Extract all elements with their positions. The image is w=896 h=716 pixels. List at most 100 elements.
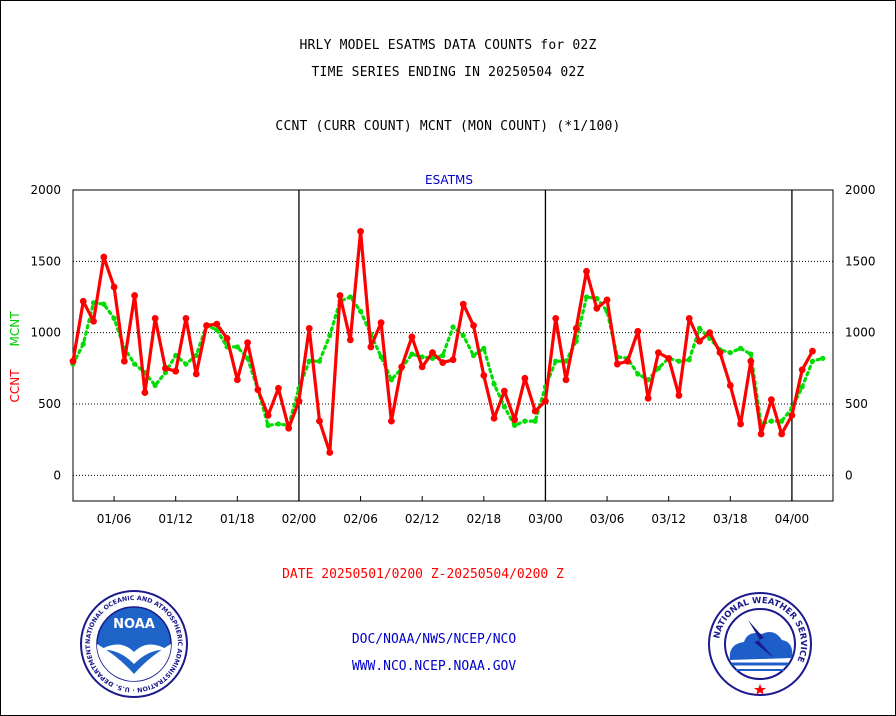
data-point-ccnt	[254, 386, 262, 394]
data-point-ccnt	[470, 322, 477, 329]
data-point-ccnt	[490, 414, 498, 422]
data-point-mcnt	[244, 355, 251, 361]
data-point-ccnt	[377, 319, 385, 327]
data-point-ccnt	[737, 420, 744, 428]
data-point-ccnt	[100, 253, 108, 261]
data-point-mcnt	[676, 358, 682, 364]
data-point-ccnt	[295, 397, 303, 405]
data-point-mcnt	[234, 344, 240, 350]
data-point-mcnt	[779, 418, 785, 424]
data-point-ccnt	[326, 449, 334, 456]
data-point-mcnt	[327, 332, 333, 339]
x-tick-label: 01/18	[220, 512, 255, 526]
y-axis-label-ccnt: CCNT	[8, 369, 22, 403]
data-point-mcnt	[748, 351, 754, 357]
data-point-mcnt	[655, 365, 662, 371]
data-point-ccnt	[593, 305, 601, 312]
data-point-mcnt	[347, 294, 353, 300]
y-tick-label-left: 500	[38, 397, 61, 411]
data-point-ccnt	[788, 412, 796, 419]
noaa-logo-word: NOAA	[113, 617, 155, 632]
data-point-mcnt	[357, 308, 364, 314]
data-point-mcnt	[460, 332, 466, 339]
x-axis-label-date-range: DATE 20250501/0200 Z-20250504/0200 Z	[282, 567, 564, 582]
x-tick-label: 04/00	[775, 512, 810, 526]
data-point-ccnt	[429, 349, 436, 357]
y-axis-label-mcnt: MCNT	[8, 311, 22, 347]
data-point-mcnt	[522, 418, 528, 424]
data-point-ccnt	[285, 424, 293, 432]
data-point-mcnt	[275, 421, 282, 427]
data-point-ccnt	[336, 292, 344, 299]
data-point-mcnt	[152, 382, 158, 389]
data-point-ccnt	[572, 324, 580, 332]
data-point-ccnt	[141, 389, 149, 396]
footer-website: WWW.NCO.NCEP.NOAA.GOV	[351, 659, 517, 674]
data-point-mcnt	[378, 354, 384, 360]
data-point-ccnt	[726, 382, 734, 389]
data-point-ccnt	[398, 363, 406, 371]
data-point-ccnt	[223, 334, 231, 342]
data-point-ccnt	[275, 384, 282, 392]
data-point-mcnt	[440, 352, 446, 359]
data-point-ccnt	[439, 359, 447, 367]
y-tick-label-left: 2000	[30, 183, 61, 197]
data-point-ccnt	[542, 397, 549, 405]
data-point-ccnt	[778, 430, 786, 438]
data-point-ccnt	[192, 370, 200, 378]
x-tick-label: 03/06	[590, 512, 625, 526]
y-tick-label-right: 2000	[845, 183, 876, 197]
data-point-mcnt	[768, 418, 774, 424]
data-point-mcnt	[470, 352, 477, 359]
plot-title-esatms: ESATMS	[425, 173, 473, 187]
data-point-ccnt	[675, 392, 683, 399]
data-point-ccnt	[151, 314, 159, 322]
data-point-ccnt	[747, 357, 755, 365]
y-tick-label-right: 500	[845, 397, 868, 411]
data-point-ccnt	[531, 407, 539, 415]
data-point-mcnt	[686, 357, 692, 363]
plot-frame	[72, 189, 834, 502]
data-point-mcnt	[820, 355, 826, 361]
data-point-ccnt	[716, 349, 724, 357]
x-tick-label: 02/18	[467, 512, 502, 526]
data-point-mcnt	[481, 345, 487, 351]
axis-ticks: 0 0 500 500 1000 1000 1500 1500 2000 2000 01/06 01/…	[30, 183, 875, 526]
x-tick-label: 02/12	[405, 512, 440, 526]
y-tick-label-left: 0	[53, 468, 61, 482]
x-tick-label: 03/18	[713, 512, 748, 526]
data-point-ccnt	[69, 357, 77, 365]
data-point-ccnt	[244, 339, 251, 347]
x-tick-label: 01/12	[158, 512, 193, 526]
data-point-ccnt	[706, 329, 714, 337]
data-point-mcnt	[491, 381, 497, 387]
data-point-ccnt	[79, 297, 87, 305]
data-point-mcnt	[132, 361, 138, 367]
y-tick-label-right: 1000	[845, 326, 876, 340]
data-point-mcnt	[809, 358, 816, 364]
data-point-ccnt	[346, 336, 354, 344]
data-point-ccnt	[685, 314, 693, 322]
data-point-ccnt	[480, 372, 488, 379]
data-point-ccnt	[387, 417, 395, 425]
data-point-ccnt	[357, 227, 364, 235]
data-point-ccnt	[665, 354, 673, 362]
data-point-mcnt	[101, 301, 107, 307]
data-point-mcnt	[696, 325, 703, 331]
data-point-mcnt	[532, 418, 538, 424]
x-tick-label: 03/00	[528, 512, 563, 526]
y-tick-label-left: 1000	[30, 326, 61, 340]
data-point-ccnt	[120, 357, 128, 365]
data-point-ccnt	[521, 374, 529, 382]
day-boundaries	[298, 190, 793, 501]
x-tick-label: 01/06	[97, 512, 132, 526]
data-point-ccnt	[408, 333, 416, 341]
data-point-ccnt	[809, 347, 816, 355]
x-tick-label: 02/00	[282, 512, 317, 526]
data-point-ccnt	[367, 343, 375, 351]
chart-title-line2: TIME SERIES ENDING IN 20250504 02Z	[311, 65, 585, 80]
data-point-mcnt	[727, 350, 733, 356]
chart-title-line1: HRLY MODEL ESATMS DATA COUNTS for 02Z	[299, 38, 597, 53]
data-point-ccnt	[511, 416, 519, 424]
x-tick-label: 02/06	[343, 512, 378, 526]
